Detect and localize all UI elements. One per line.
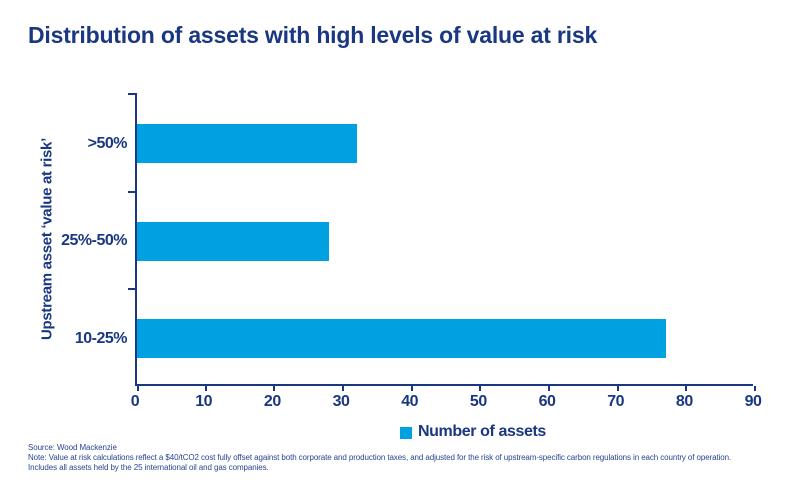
- methodology-note: Note: Value at risk calculations reflect…: [28, 453, 732, 462]
- x-axis-tick: [273, 386, 276, 391]
- x-axis-tick: [410, 386, 413, 391]
- chart-title: Distribution of assets with high levels …: [28, 22, 598, 48]
- x-axis-tick-label: 70: [607, 393, 625, 410]
- bar->50%: [137, 124, 357, 163]
- x-axis-tick-label: 90: [744, 393, 762, 410]
- x-axis-tick: [342, 386, 344, 391]
- scope-note: Includes all assets held by the 25 inter…: [28, 463, 269, 472]
- category-label: 10-25%: [74, 329, 128, 347]
- x-axis-tick-label: 40: [401, 393, 419, 410]
- x-axis-tick-label: 10: [195, 393, 213, 410]
- category-label: >50%: [87, 134, 128, 152]
- y-axis-tick: [128, 93, 135, 95]
- x-axis-tick: [754, 386, 756, 391]
- bar-10-25%: [137, 319, 666, 359]
- x-axis-tick-label: 80: [675, 393, 693, 410]
- source-note: Source: Wood Mackenzie: [28, 443, 117, 452]
- legend-swatch-icon: [400, 426, 412, 439]
- x-axis-tick: [204, 386, 207, 391]
- x-axis-tick: [548, 386, 550, 391]
- x-axis-tick-label: 60: [538, 393, 556, 410]
- x-axis-tick: [137, 386, 139, 391]
- x-axis-tick-label: 0: [130, 393, 140, 410]
- x-axis-tick-label: 30: [332, 393, 350, 410]
- legend: Number of assets: [400, 423, 546, 441]
- x-axis-tick: [616, 386, 619, 391]
- x-axis-tick: [685, 386, 688, 391]
- footnotes: Source: Wood Mackenzie Note: Value at ri…: [28, 443, 731, 473]
- x-axis-tick-label: 20: [263, 393, 281, 410]
- plot-area: [128, 93, 756, 391]
- category-label: 25%-50%: [61, 232, 127, 250]
- x-axis-tick-label: 50: [469, 393, 487, 410]
- bar-25%-50%: [137, 221, 330, 261]
- x-axis-tick: [479, 386, 482, 391]
- legend-label: Number of assets: [418, 423, 546, 440]
- y-axis-tick: [128, 288, 135, 291]
- y-axis-tick: [128, 190, 135, 193]
